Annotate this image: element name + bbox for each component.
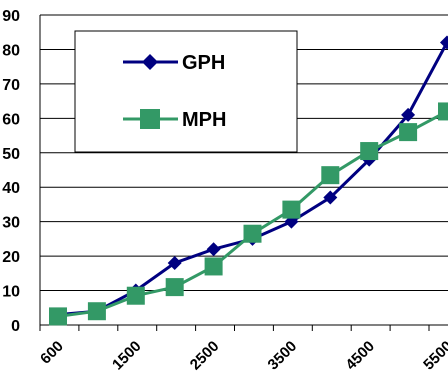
y-axis-tick-labels: 0 10 20 30 40 50 60 70 80 90 [2,8,20,335]
x-tick-label: 2500 [187,338,223,374]
x-tick-label: 3500 [265,338,301,374]
data-point-mph [243,224,262,243]
data-point-gph [167,256,182,270]
series-layer [49,35,448,326]
y-tick-label: 90 [2,8,20,25]
series-mph [49,102,448,326]
data-point-gph [206,242,221,257]
legend: GPH MPH [74,30,298,153]
data-point-gph [323,190,338,205]
data-point-gph [401,107,416,122]
legend-box [74,30,298,153]
y-tick-label: 20 [2,249,20,266]
y-tick-label: 50 [2,146,20,163]
x-tick-label: 5500 [420,338,448,374]
data-point-mph [438,102,448,121]
legend-marker [142,54,158,70]
x-tick-label: 4500 [342,338,378,374]
y-tick-label: 60 [2,111,20,128]
y-tick-label: 80 [2,42,20,59]
data-point-mph [87,302,106,321]
legend-label: GPH [182,52,225,74]
x-axis-tick-labels: 600 1500 2500 3500 4500 5500 [37,325,448,373]
data-point-mph [282,200,301,219]
data-point-mph [165,278,184,297]
legend-marker [140,109,160,129]
data-point-mph [49,307,67,326]
y-tick-label: 40 [2,180,20,197]
data-point-gph [440,35,448,50]
data-point-mph [360,142,379,161]
data-point-mph [126,286,145,305]
y-tick-label: 30 [2,215,20,232]
y-tick-label: 10 [2,284,20,301]
y-tick-label: 0 [11,318,20,335]
data-point-mph [399,123,418,142]
data-point-mph [204,257,223,276]
x-tick-label: 1500 [109,338,145,374]
y-tick-label: 70 [2,77,20,94]
x-tick-label: 600 [37,338,67,368]
legend-label: MPH [182,109,226,131]
data-point-mph [321,166,340,185]
